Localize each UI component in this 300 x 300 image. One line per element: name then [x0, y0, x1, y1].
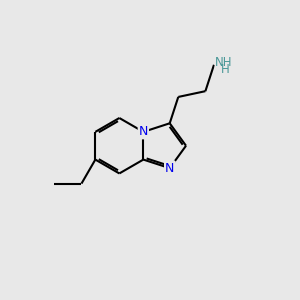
Text: H: H [220, 63, 229, 76]
Text: N: N [165, 162, 174, 175]
Text: N: N [165, 162, 174, 175]
Text: N: N [139, 125, 148, 138]
Text: NH: NH [215, 56, 232, 69]
